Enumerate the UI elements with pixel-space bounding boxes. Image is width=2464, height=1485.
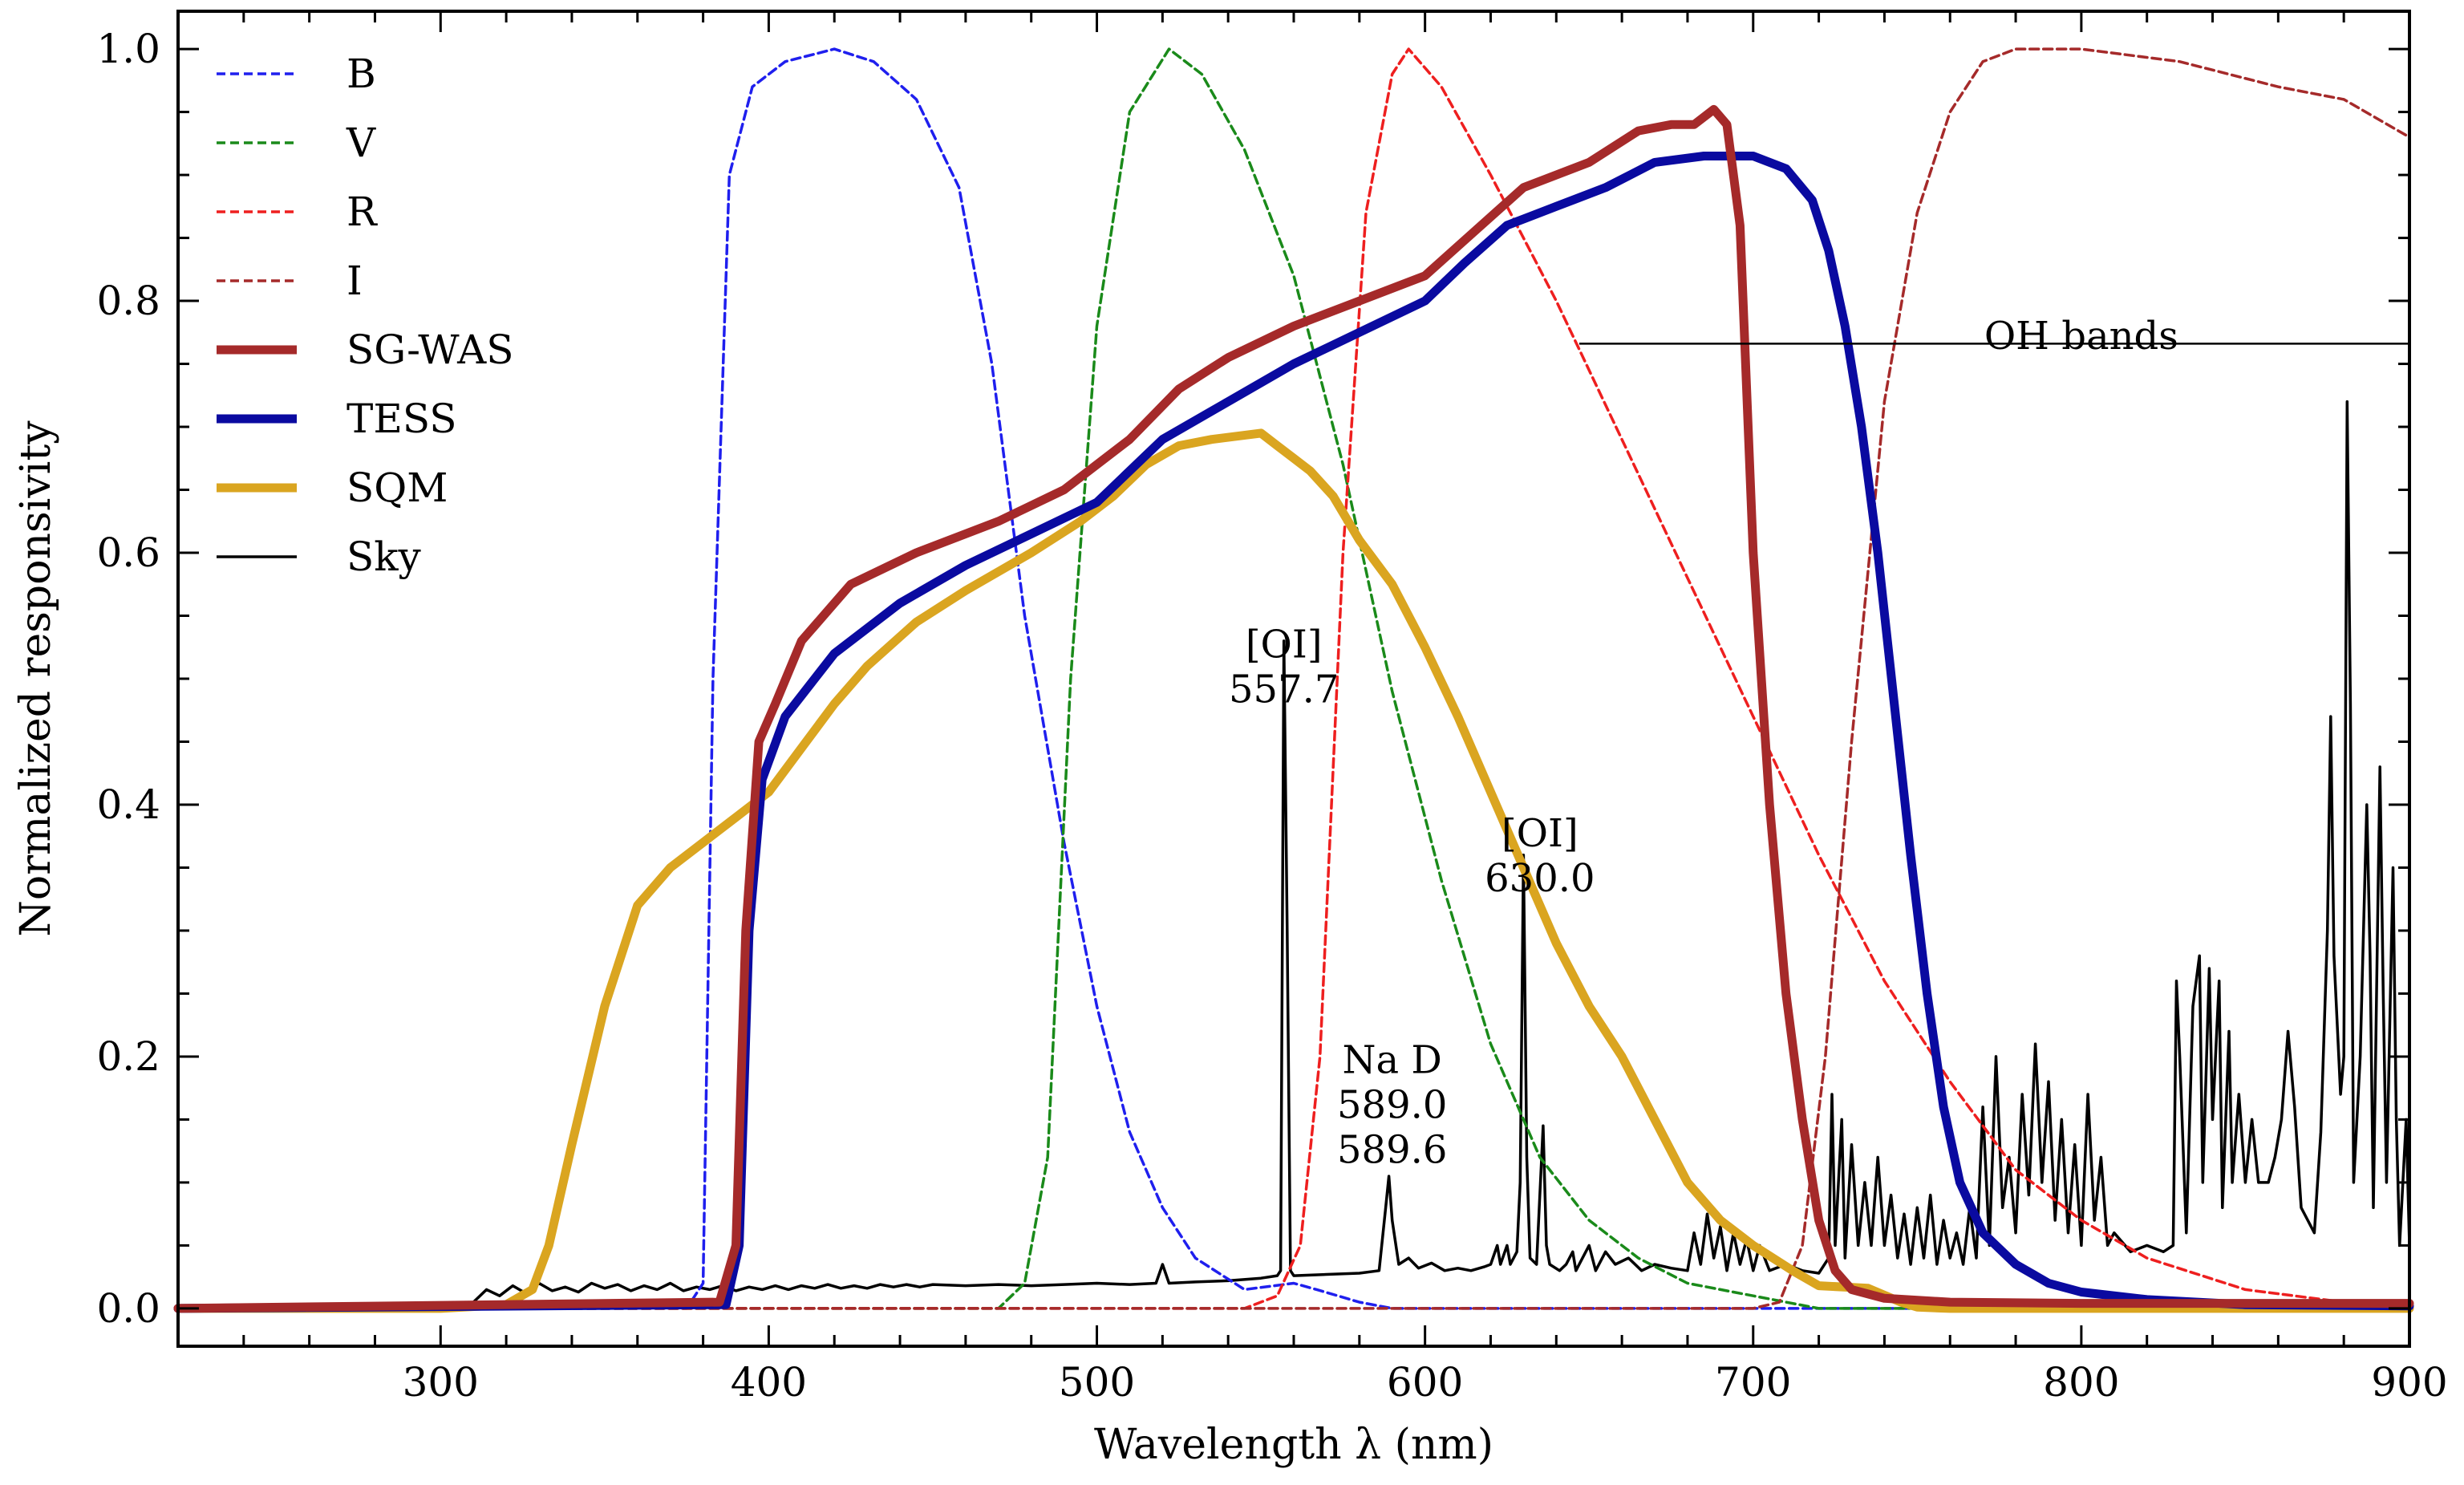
x-tick-label-300: 300 [403,1359,479,1406]
legend-label-tess: TESS [346,396,456,442]
legend-label-b: B [346,51,376,97]
annotation-na-d-1-line-2: 589.6 [1337,1127,1447,1172]
x-tick-label-800: 800 [2043,1359,2119,1406]
y-tick-label-0-6: 0.6 [96,529,160,576]
legend-item-v: V [217,120,376,166]
x-tick-label-500: 500 [1059,1359,1135,1406]
x-tick-label-400: 400 [731,1359,807,1406]
series-line-r [176,47,2411,1310]
x-tick-label-600: 600 [1387,1359,1463,1406]
legend-label-sqm: SQM [346,465,448,511]
annotation-oi-2-line-1: 630.0 [1485,856,1595,901]
y-axis-label: Normalized responsivity [12,420,60,937]
legend-item-sg-was: SG-WAS [217,327,514,373]
series-line-sky [439,400,2411,1310]
y-tick-label-0-2: 0.2 [96,1033,160,1080]
legend-label-sky: Sky [346,534,422,580]
series-line-sqm [173,428,2414,1313]
annotation-oi-0-line-1: 557.7 [1229,667,1339,712]
x-axis-label: Wavelength λ (nm) [1094,1421,1493,1469]
legend-item-sky: Sky [217,534,422,580]
legend-item-tess: TESS [217,396,456,442]
tick-layer: 300 400 500 600 700 800 900 0.0 0.2 0.4 0.6 0.8 1.0 [96,11,2448,1406]
legend-item-i: I [217,258,363,304]
legend-label-i: I [346,258,363,304]
y-tick-label-1-0: 1.0 [96,26,160,72]
x-tick-label-700: 700 [1715,1359,1791,1406]
annotation-na-d-1-line-0: Na D [1343,1037,1442,1082]
y-tick-label-0-8: 0.8 [96,278,160,324]
x-tick-label-900: 900 [2371,1359,2447,1406]
series-line-b [176,47,2411,1310]
annotation-oh-bands-3-line-0: OH bands [1984,314,2178,359]
legend-label-r: R [346,189,378,235]
annotation-oi-0-line-0: [OI] [1246,622,1323,667]
annotation-oi-2-line-0: [OI] [1502,811,1578,856]
legend-item-r: R [217,189,378,235]
y-tick-label-0-0: 0.0 [96,1285,160,1332]
annotation-na-d-1-line-1: 589.0 [1337,1082,1447,1127]
legend-item-sqm: SQM [217,465,448,511]
y-tick-label-0-4: 0.4 [96,781,160,828]
plot-frame [176,10,2411,1348]
series-line-v [176,47,2411,1310]
legend-item-b: B [217,51,376,97]
series-layer [173,47,2414,1313]
legend-label-sg-was: SG-WAS [346,327,514,373]
series-line-tess [173,152,2414,1313]
series-line-sg-was [173,104,2414,1313]
legend-label-v: V [346,120,376,166]
